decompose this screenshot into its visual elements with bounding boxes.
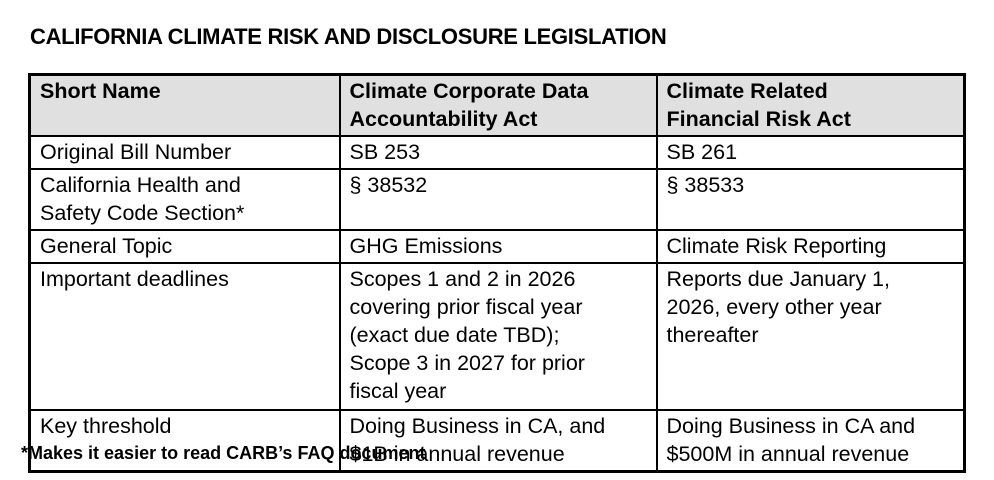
accountability-act-cell: GHG Emissions — [338, 229, 658, 264]
accountability-act-cell: Doing Business in CA, and $1B in annual … — [338, 409, 658, 473]
page-title: CALIFORNIA CLIMATE RISK AND DISCLOSURE L… — [30, 24, 667, 49]
accountability-act-cell: SB 253 — [338, 135, 658, 170]
legislation-table: Short Name Climate Corporate Data Accoun… — [28, 73, 966, 473]
table-header-row: Short Name Climate Corporate Data Accoun… — [28, 73, 966, 137]
header-cell-financial-risk-act: Climate Related Financial Risk Act — [655, 73, 966, 137]
financial-risk-act-cell: Doing Business in CA and $500M in annual… — [655, 409, 966, 473]
row-label-cell: Important deadlines — [28, 262, 341, 411]
header-cell-short-name: Short Name — [28, 73, 341, 137]
row-label-cell: Key threshold — [28, 409, 341, 473]
accountability-act-cell: § 38532 — [338, 168, 658, 231]
financial-risk-act-cell: SB 261 — [655, 135, 966, 170]
financial-risk-act-cell: § 38533 — [655, 168, 966, 231]
table-row-health-safety-code: California Health and Safety Code Sectio… — [28, 168, 966, 231]
financial-risk-act-cell: Climate Risk Reporting — [655, 229, 966, 264]
row-label-cell: California Health and Safety Code Sectio… — [28, 168, 341, 231]
table-row-original-bill-number: Original Bill Number SB 253 SB 261 — [28, 135, 966, 170]
row-label-cell: General Topic — [28, 229, 341, 264]
header-cell-accountability-act: Climate Corporate Data Accountability Ac… — [338, 73, 658, 137]
footnote: *Makes it easier to read CARB’s FAQ docu… — [21, 443, 426, 463]
financial-risk-act-cell: Reports due January 1, 2026, every other… — [655, 262, 966, 411]
table-row-general-topic: General Topic GHG Emissions Climate Risk… — [28, 229, 966, 264]
table-row-important-deadlines: Important deadlines Scopes 1 and 2 in 20… — [28, 262, 966, 411]
row-label-cell: Original Bill Number — [28, 135, 341, 170]
table-row-key-threshold: Key threshold Doing Business in CA, and … — [28, 409, 966, 473]
accountability-act-cell: Scopes 1 and 2 in 2026 covering prior fi… — [338, 262, 658, 411]
